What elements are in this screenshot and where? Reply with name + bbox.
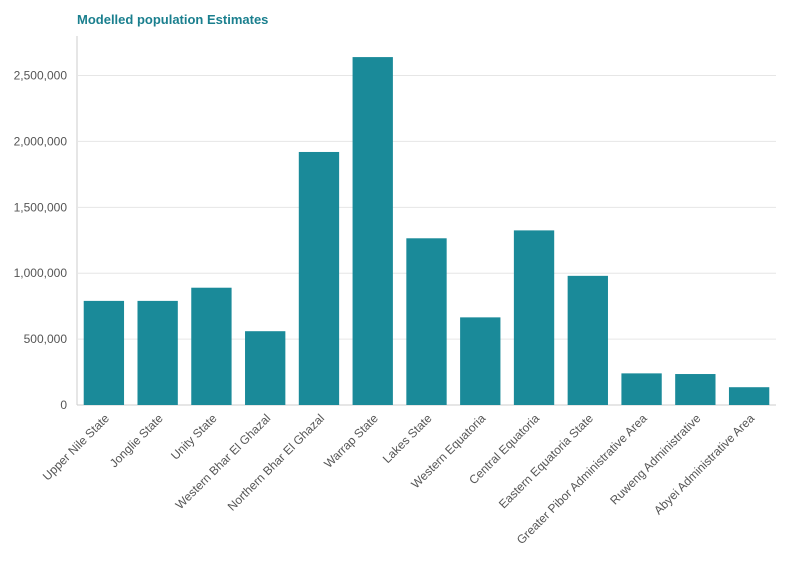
- bar: [728, 387, 770, 405]
- x-tick-label: Warrap State: [321, 411, 381, 471]
- bar: [83, 300, 125, 405]
- chart-title: Modelled population Estimates: [77, 12, 269, 27]
- bar-layer: [83, 57, 770, 405]
- x-tick-label: Jonglie State: [107, 411, 166, 470]
- y-tick-label: 0: [60, 398, 67, 412]
- y-tick-label: 1,500,000: [14, 200, 68, 214]
- bar: [298, 151, 340, 405]
- x-tick-label: Ruweng Administrative: [607, 411, 703, 507]
- y-tick-label: 500,000: [24, 332, 68, 346]
- x-tick-label: Western Bhar El Ghazal: [173, 411, 274, 512]
- x-tick-label: Abyei Administrative Area: [651, 411, 757, 517]
- y-tick-label: 1,000,000: [14, 266, 68, 280]
- bar: [567, 275, 608, 405]
- bar: [245, 331, 286, 405]
- bar: [352, 57, 393, 405]
- x-tick-label: Northern Bhar El Ghazal: [225, 411, 327, 513]
- y-tick-label: 2,500,000: [14, 69, 68, 83]
- bar: [460, 317, 501, 405]
- y-tick-label: 2,000,000: [14, 134, 68, 148]
- x-tick-label: Eastern Equatoria State: [496, 411, 596, 511]
- x-tick-label: Upper Nile State: [40, 411, 112, 483]
- bar: [191, 287, 232, 405]
- bar: [621, 373, 662, 405]
- bar: [137, 300, 178, 405]
- x-tick-label: Unity State: [168, 411, 220, 463]
- bar: [675, 374, 716, 405]
- bar: [513, 230, 555, 405]
- bar: [406, 238, 447, 405]
- y-axis-ticks: 0 500,000 1,000,000 1,500,000 2,000,000 2,500…: [14, 69, 68, 412]
- x-tick-label: Lakes State: [380, 411, 435, 466]
